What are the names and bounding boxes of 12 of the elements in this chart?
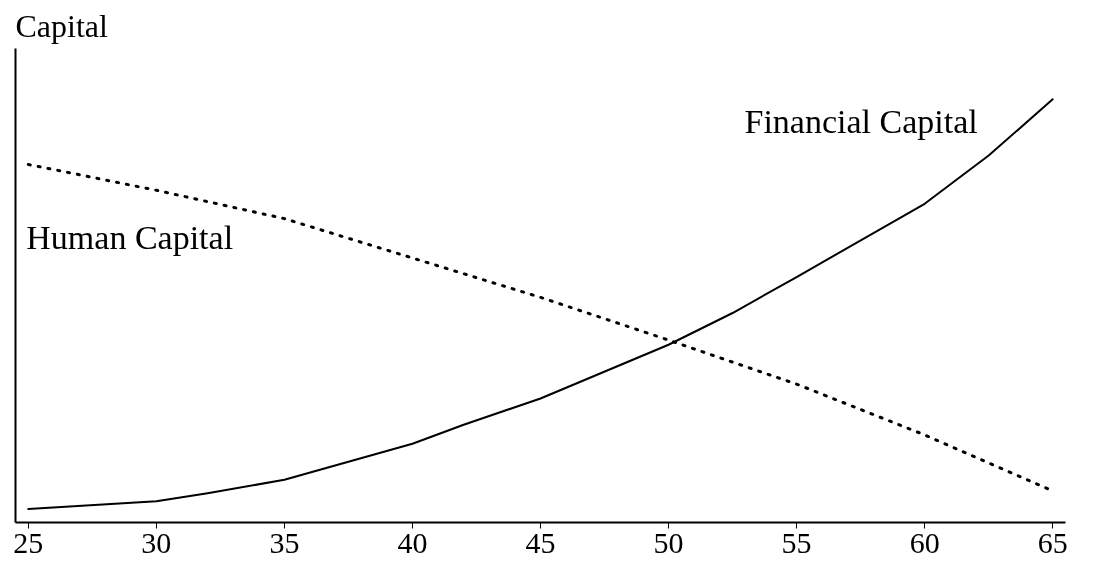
x-tick-label: 40 bbox=[397, 525, 428, 559]
x-tick-label: 25 bbox=[13, 525, 44, 559]
series-label: Financial Capital bbox=[744, 102, 978, 140]
x-tick-label: 65 bbox=[1037, 525, 1068, 559]
x-tick-label: 45 bbox=[525, 525, 556, 559]
x-tick-label: 50 bbox=[653, 525, 684, 559]
x-tick-label: 35 bbox=[269, 525, 300, 559]
x-tick-label: 55 bbox=[781, 525, 812, 559]
y-axis-title: Capital bbox=[15, 7, 109, 44]
x-tick-label: 60 bbox=[909, 525, 940, 559]
series-label: Human Capital bbox=[26, 219, 234, 257]
x-tick-label: 30 bbox=[141, 525, 172, 559]
